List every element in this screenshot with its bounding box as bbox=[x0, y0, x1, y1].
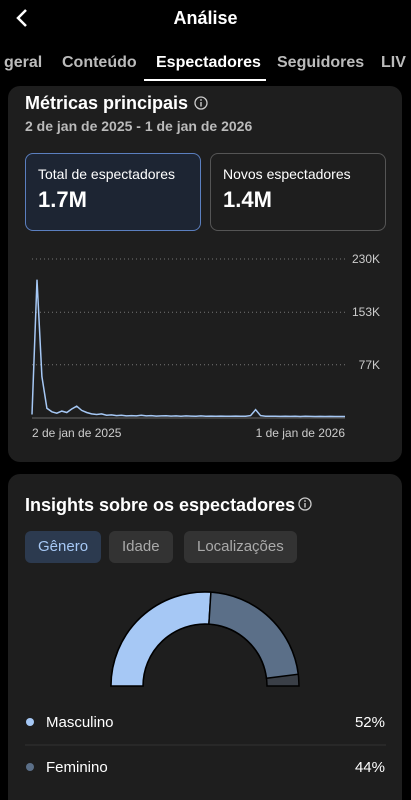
x-tick-label: 2 de jan de 2025 bbox=[32, 426, 122, 440]
tab[interactable]: Seguidores bbox=[277, 54, 365, 71]
tab[interactable]: Conteúdo bbox=[62, 54, 137, 71]
y-tick-label: 153K bbox=[352, 305, 380, 319]
tab-active[interactable]: Espectadores bbox=[156, 54, 261, 71]
legend-dot bbox=[26, 718, 34, 726]
legend-label: Masculino bbox=[46, 714, 114, 731]
metric-label: Novos espectadores bbox=[223, 166, 351, 182]
line-chart: 77K 153K 230K 2 de jan de 2025 1 de jan de 2… bbox=[31, 252, 380, 440]
legend-value: 44% bbox=[355, 759, 385, 776]
metric-value: 1.7M bbox=[38, 187, 87, 212]
insights-title: Insights sobre os espectadores bbox=[25, 495, 296, 515]
metrics-card bbox=[8, 86, 402, 462]
metrics-title: Métricas principais bbox=[25, 93, 189, 113]
insights-card bbox=[8, 474, 402, 800]
y-tick-label: 230K bbox=[352, 252, 380, 266]
legend-value: 52% bbox=[355, 714, 385, 731]
y-tick-label: 77K bbox=[359, 358, 380, 372]
chip[interactable]: Localizações bbox=[184, 531, 297, 563]
tab[interactable]: geral bbox=[4, 54, 43, 71]
header-title: Análise bbox=[173, 8, 238, 28]
metric-value: 1.4M bbox=[223, 187, 272, 212]
tab-underline bbox=[144, 79, 266, 81]
info-icon[interactable] bbox=[194, 96, 208, 110]
chip[interactable]: Idade bbox=[109, 531, 173, 563]
x-tick-label: 1 de jan de 2026 bbox=[256, 426, 346, 440]
date-range: 2 de jan de 2025 - 1 de jan de 2026 bbox=[25, 118, 253, 134]
donut-segment bbox=[110, 591, 212, 687]
tab[interactable]: LIV bbox=[381, 54, 406, 71]
donut-segment bbox=[208, 591, 300, 680]
metric-card[interactable] bbox=[210, 153, 386, 231]
chip-active[interactable]: Gênero bbox=[25, 531, 102, 563]
legend-dot bbox=[26, 763, 34, 771]
info-icon[interactable] bbox=[298, 497, 312, 511]
legend-label: Feminino bbox=[46, 759, 108, 776]
data-line bbox=[31, 279, 345, 418]
back-button[interactable] bbox=[14, 8, 30, 28]
metric-label: Total de espectadores bbox=[38, 166, 175, 182]
donut-chart: Masculino 52% Feminino 44% bbox=[25, 591, 386, 776]
metric-card[interactable] bbox=[25, 153, 201, 231]
